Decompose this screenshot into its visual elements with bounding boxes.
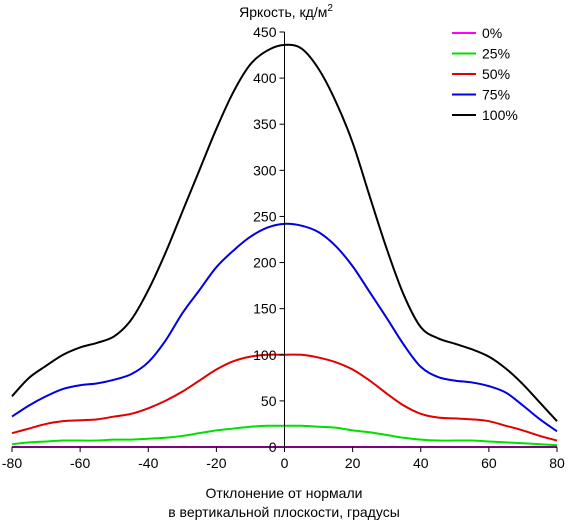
y-tick-label: 150 — [253, 301, 277, 317]
y-tick-label: 300 — [253, 162, 277, 178]
legend-label: 50% — [482, 66, 510, 82]
x-tick-label: -80 — [2, 455, 22, 471]
legend-label: 0% — [482, 25, 502, 41]
x-tick-label: -20 — [206, 455, 226, 471]
y-tick-label: 0 — [269, 439, 277, 455]
y-tick-label: 450 — [253, 24, 277, 40]
y-tick-label: 200 — [253, 255, 277, 271]
x-tick-label: -40 — [138, 455, 158, 471]
x-tick-label: 80 — [549, 455, 565, 471]
legend-label: 75% — [482, 87, 510, 103]
legend-label: 25% — [482, 46, 510, 62]
x-axis-label-line1: Отклонение от нормали — [206, 485, 363, 501]
legend: 0% 25% 50% 75% 100% — [452, 25, 518, 123]
x-tick-label: 20 — [345, 455, 361, 471]
axes-group: -80 -60 -40 -20 0 20 40 60 80 0 50 100 150 200 250 300 3… — [2, 24, 565, 471]
x-axis-label-line2: в вертикальной плоскости, градусы — [168, 504, 400, 520]
x-tick-label: -60 — [70, 455, 90, 471]
y-tick-label: 50 — [261, 393, 277, 409]
x-tick-label: 40 — [413, 455, 429, 471]
x-tick-label: 0 — [281, 455, 289, 471]
chart-title-superscript: 2 — [327, 3, 333, 14]
chart-title: Яркость, кд/м2 — [239, 3, 333, 20]
y-tick-label: 400 — [253, 70, 277, 86]
y-tick-label: 100 — [253, 347, 277, 363]
chart-title-text: Яркость, кд/м — [239, 4, 327, 20]
y-tick-label: 250 — [253, 208, 277, 224]
legend-label: 100% — [482, 107, 518, 123]
y-tick-label: 350 — [253, 116, 277, 132]
x-tick-label: 60 — [481, 455, 497, 471]
